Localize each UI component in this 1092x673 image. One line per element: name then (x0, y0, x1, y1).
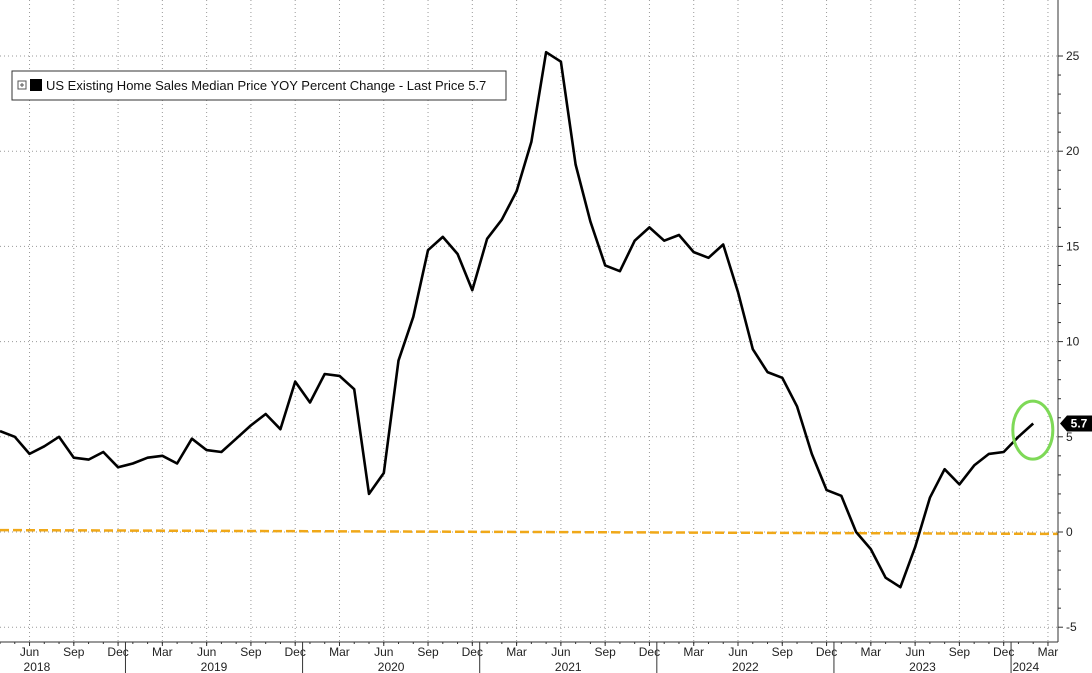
x-tick-label: Dec (462, 645, 483, 659)
y-tick-label: 15 (1066, 239, 1080, 253)
x-tick-label: Sep (417, 645, 439, 659)
highlight-circle (1011, 399, 1055, 461)
x-tick-label: Sep (63, 645, 85, 659)
x-tick-label: Dec (285, 645, 306, 659)
x-tick-label: Mar (683, 645, 704, 659)
legend: US Existing Home Sales Median Price YOY … (11, 70, 507, 101)
series-layer (0, 50, 1035, 589)
highlight-layer: 5.7 (1011, 399, 1092, 461)
x-year-label: 2023 (909, 660, 936, 673)
x-tick-label: Sep (594, 645, 616, 659)
y-tick-label: 5 (1066, 430, 1073, 444)
y-tick-label: 10 (1066, 335, 1080, 349)
last-value-badge (1060, 415, 1092, 432)
x-year-label: 2021 (555, 660, 582, 673)
x-tick-label: Mar (506, 645, 527, 659)
y-tick-label: 25 (1066, 49, 1080, 63)
last-value-label: 5.7 (1071, 416, 1088, 430)
legend-box (11, 70, 507, 101)
zero-reference-line (0, 528, 1059, 536)
x-tick-label: Jun (551, 645, 570, 659)
y-tick-label: -5 (1066, 620, 1077, 634)
x-tick-label: Mar (861, 645, 882, 659)
x-tick-label: Sep (772, 645, 794, 659)
x-tick-label: Mar (152, 645, 173, 659)
x-tick-label: Dec (107, 645, 128, 659)
x-tick-label: Sep (240, 645, 262, 659)
x-year-label: 2019 (201, 660, 228, 673)
x-tick-label: Mar (329, 645, 350, 659)
x-tick-label: Jun (905, 645, 924, 659)
legend-series-label: US Existing Home Sales Median Price YOY … (46, 78, 486, 93)
legend-swatch (30, 79, 42, 91)
x-tick-label: Jun (728, 645, 747, 659)
x-tick-label: Mar (1038, 645, 1059, 659)
zero-line-layer (0, 528, 1059, 536)
x-tick-label: Jun (20, 645, 39, 659)
x-tick-label: Jun (374, 645, 393, 659)
x-year-label: 2020 (378, 660, 405, 673)
x-tick-label: Sep (949, 645, 971, 659)
x-tick-label: Dec (993, 645, 1014, 659)
x-tick-label: Dec (816, 645, 837, 659)
x-year-label: 2024 (1012, 660, 1039, 673)
y-tick-label: 20 (1066, 144, 1080, 158)
y-tick-label: 0 (1066, 525, 1073, 539)
x-year-label: 2018 (24, 660, 51, 673)
x-tick-label: Dec (639, 645, 660, 659)
x-year-label: 2022 (732, 660, 759, 673)
x-tick-label: Jun (197, 645, 216, 659)
